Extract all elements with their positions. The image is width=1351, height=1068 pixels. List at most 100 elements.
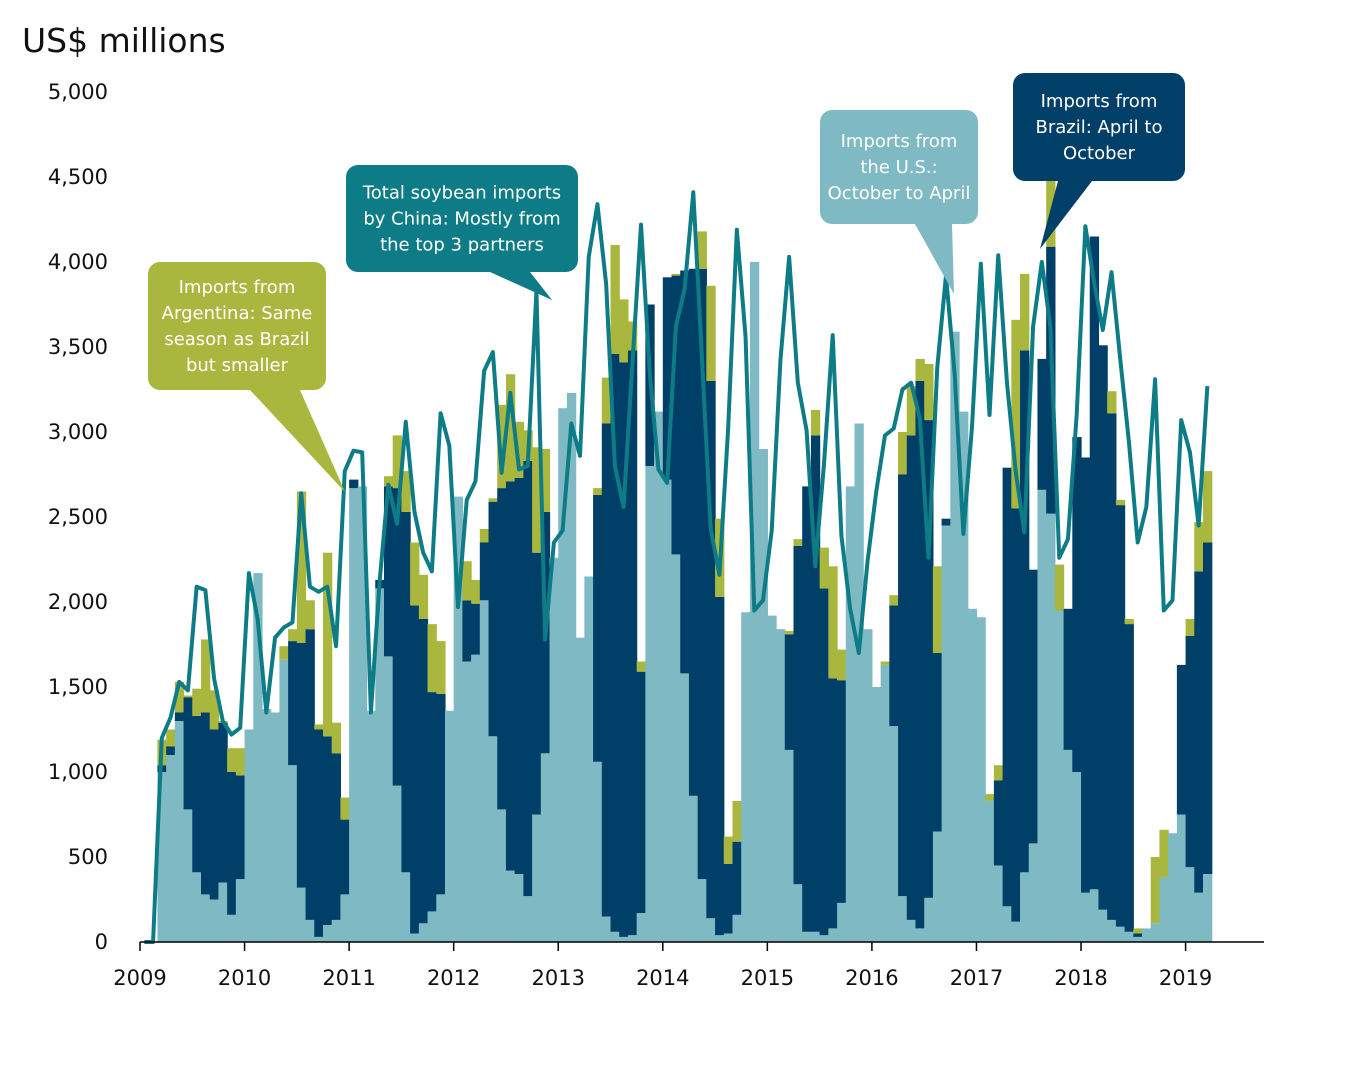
bar-argentina <box>837 649 847 681</box>
bar-us <box>1081 892 1091 942</box>
bar-us <box>802 931 812 942</box>
bar-brazil <box>235 775 246 880</box>
bar-brazil <box>1002 467 1012 907</box>
callout-argentina: Imports from Argentina: Same season as Bra… <box>148 262 345 492</box>
bar-us <box>784 749 795 942</box>
bar-argentina <box>392 435 402 489</box>
bar-us <box>532 814 542 942</box>
bar-argentina <box>810 409 821 436</box>
x-tick-label: 2019 <box>1159 966 1212 990</box>
callout-brazil: Imports from Brazil: April to October <box>1013 73 1185 249</box>
bar-brazil <box>793 545 803 885</box>
bar-us <box>322 925 333 942</box>
x-tick-label: 2014 <box>636 966 689 990</box>
bar-argentina <box>322 552 333 737</box>
bar-us <box>296 887 307 942</box>
bar-us <box>584 576 594 942</box>
bar-us <box>976 617 986 942</box>
bar-us <box>349 488 359 942</box>
bar-argentina <box>601 377 612 424</box>
bar-us <box>636 913 646 942</box>
callout-text-line: season as Brazil <box>164 329 309 350</box>
bar-brazil <box>471 603 481 655</box>
callout-text-line: the U.S.: <box>860 157 937 178</box>
bar-us <box>418 923 429 942</box>
bar-brazil <box>732 841 742 915</box>
bar-us <box>270 712 281 942</box>
bar-us <box>863 629 873 942</box>
callout-box <box>1013 73 1185 181</box>
bar-brazil <box>662 277 673 480</box>
bar-brazil <box>1115 505 1126 927</box>
bar-argentina <box>1011 319 1021 509</box>
callout-text-line: Argentina: Same <box>162 303 313 324</box>
bar-brazil <box>802 486 812 932</box>
bar-argentina <box>227 748 237 772</box>
bar-argentina <box>697 231 707 269</box>
bar-us <box>471 654 481 942</box>
bar-brazil <box>610 353 620 932</box>
bar-us <box>619 936 629 942</box>
bar-brazil <box>200 712 211 895</box>
x-tick-label: 2018 <box>1054 966 1107 990</box>
bar-brazil <box>288 641 298 766</box>
bar-argentina <box>418 574 429 619</box>
bar-us <box>1063 749 1073 942</box>
bar-us <box>1072 772 1082 942</box>
bar-us <box>741 612 751 942</box>
bar-us <box>601 916 612 942</box>
bar-us <box>1011 921 1021 942</box>
callout-text-line: Total soybean imports <box>362 183 561 204</box>
callout-pointer <box>915 224 954 294</box>
bar-argentina <box>1185 619 1195 636</box>
bar-argentina <box>993 765 1004 781</box>
bar-us <box>235 879 246 942</box>
callout-text-line: Brazil: April to <box>1036 117 1163 138</box>
bar-us <box>889 726 899 942</box>
bar-argentina <box>732 800 742 842</box>
bar-argentina <box>898 432 908 475</box>
bar-brazil <box>898 474 908 897</box>
bar-us <box>1168 833 1178 942</box>
bar-brazil <box>1185 636 1195 868</box>
x-tick-label: 2012 <box>427 966 480 990</box>
bar-argentina <box>610 245 620 354</box>
bar-brazil <box>784 634 795 750</box>
bar-brazil <box>410 605 420 934</box>
callout-text-line: but smaller <box>186 355 289 376</box>
y-tick-label: 2,500 <box>48 505 108 529</box>
bar-us <box>357 486 368 942</box>
bar-us <box>505 870 516 942</box>
bar-argentina <box>200 639 211 713</box>
bar-us <box>383 656 394 942</box>
bar-brazil <box>993 780 1004 866</box>
bar-us <box>758 449 768 942</box>
bar-brazil <box>680 270 690 674</box>
bar-us <box>340 894 350 942</box>
bar-us <box>688 795 699 942</box>
bar-us <box>314 936 324 942</box>
y-axis-unit-label: US$ millions <box>22 21 226 60</box>
bar-us <box>1098 909 1108 942</box>
bar-brazil <box>192 715 202 873</box>
bar-brazil <box>1098 345 1108 910</box>
bar-us <box>845 486 856 942</box>
callout-box <box>820 110 978 224</box>
bar-brazil <box>723 863 734 934</box>
bar-argentina <box>174 681 185 713</box>
bar-us <box>227 914 237 942</box>
bar-us <box>523 896 533 942</box>
bar-argentina <box>540 449 551 512</box>
bar-brazil <box>697 268 707 880</box>
bar-us <box>444 710 455 942</box>
bar-us <box>566 392 577 942</box>
bar-us <box>488 736 498 942</box>
callout-text-line: Imports from <box>1041 91 1158 112</box>
bar-us <box>166 755 176 942</box>
bar-brazil <box>1028 569 1039 844</box>
y-axis-ticks: 0 500 1,000 1,500 2,000 2,500 3,000 3,500 4,000 4… <box>48 80 108 954</box>
bar-argentina <box>235 748 246 776</box>
bar-us <box>627 935 638 942</box>
bar-brazil <box>166 746 176 755</box>
bar-brazil <box>941 518 951 526</box>
